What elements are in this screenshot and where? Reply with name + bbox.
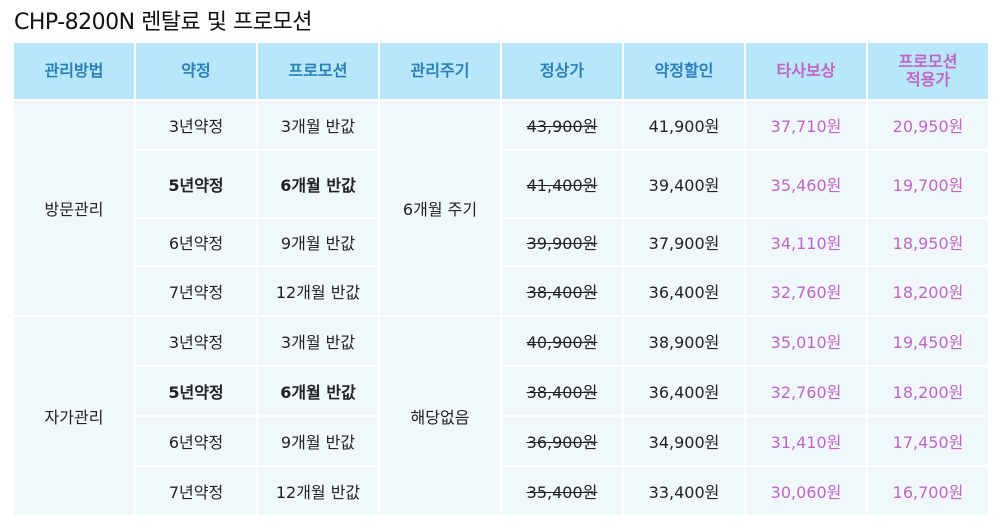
- table-row: 7년약정 12개월 반값 38,400원 36,400원 32,760원 18,200원: [14, 267, 988, 315]
- cycle-cell: 6개월 주기: [380, 101, 500, 315]
- header-trade: 타사보상: [746, 43, 866, 99]
- table-row: 6년약정 9개월 반값 39,900원 37,900원 34,110원 18,950원: [14, 219, 988, 265]
- price-table: 관리방법 약정 프로모션 관리주기 정상가 약정할인 타사보상 프로모션 적용가 방문관리 3년약…: [12, 41, 990, 517]
- trade-in-price-cell: 31,410원: [746, 417, 866, 465]
- trade-in-price-cell: 37,710원: [746, 101, 866, 149]
- promo-cell: 9개월 반값: [258, 219, 378, 265]
- promo-cell: 12개월 반값: [258, 267, 378, 315]
- promo-price-cell: 18,200원: [868, 267, 988, 315]
- promo-price-cell: 19,450원: [868, 317, 988, 365]
- discount-price-cell: 37,900원: [624, 219, 744, 265]
- method-cell: 자가관리: [14, 317, 134, 515]
- promo-cell: 6개월 반값: [258, 367, 378, 415]
- promo-cell: 12개월 반값: [258, 467, 378, 515]
- regular-price-cell: 38,400원: [502, 267, 622, 315]
- trade-in-price-cell: 34,110원: [746, 219, 866, 265]
- regular-price-cell: 41,400원: [502, 151, 622, 217]
- discount-price-cell: 38,900원: [624, 317, 744, 365]
- header-regular: 정상가: [502, 43, 622, 99]
- table-row: 6년약정 9개월 반값 36,900원 34,900원 31,410원 17,450원: [14, 417, 988, 465]
- promo-price-cell: 17,450원: [868, 417, 988, 465]
- header-method: 관리방법: [14, 43, 134, 99]
- regular-price-cell: 39,900원: [502, 219, 622, 265]
- promo-price-cell: 18,950원: [868, 219, 988, 265]
- discount-price-cell: 36,400원: [624, 267, 744, 315]
- promo-price-cell: 20,950원: [868, 101, 988, 149]
- regular-price-cell: 35,400원: [502, 467, 622, 515]
- cycle-cell: 해당없음: [380, 317, 500, 515]
- discount-price-cell: 41,900원: [624, 101, 744, 149]
- promo-cell: 9개월 반값: [258, 417, 378, 465]
- term-cell: 6년약정: [136, 417, 256, 465]
- page-title: CHP-8200N 렌탈료 및 프로모션: [14, 10, 312, 35]
- promo-price-cell: 19,700원: [868, 151, 988, 217]
- trade-in-price-cell: 35,460원: [746, 151, 866, 217]
- table-row: 5년약정 6개월 반값 41,400원 39,400원 35,460원 19,700원: [14, 151, 988, 217]
- term-cell: 5년약정: [136, 367, 256, 415]
- table-row: 5년약정 6개월 반값 38,400원 36,400원 32,760원 18,200원: [14, 367, 988, 415]
- promo-price-cell: 18,200원: [868, 367, 988, 415]
- term-cell: 7년약정: [136, 267, 256, 315]
- regular-price-cell: 36,900원: [502, 417, 622, 465]
- trade-in-price-cell: 32,760원: [746, 367, 866, 415]
- table-row: 방문관리 3년약정 3개월 반값 6개월 주기 43,900원 41,900원 37,710…: [14, 101, 988, 315]
- trade-in-price-cell: 32,760원: [746, 267, 866, 315]
- header-final: 프로모션 적용가: [868, 43, 988, 99]
- header-term: 약정: [136, 43, 256, 99]
- regular-price-cell: 40,900원: [502, 317, 622, 365]
- table-row: 7년약정 12개월 반값 35,400원 33,400원 30,060원 16,700원: [14, 467, 988, 515]
- term-cell: 6년약정: [136, 219, 256, 265]
- table-row: 자가관리 3년약정 3개월 반값 해당없음 40,900원 38,900원 35,010원 1…: [14, 317, 988, 515]
- promo-price-cell: 16,700원: [868, 467, 988, 515]
- term-cell: 5년약정: [136, 151, 256, 217]
- trade-in-price-cell: 30,060원: [746, 467, 866, 515]
- discount-price-cell: 34,900원: [624, 417, 744, 465]
- regular-price-cell: 38,400원: [502, 367, 622, 415]
- term-cell: 3년약정: [136, 101, 256, 149]
- promo-cell: 6개월 반값: [258, 151, 378, 217]
- discount-price-cell: 36,400원: [624, 367, 744, 415]
- header-promo: 프로모션: [258, 43, 378, 99]
- term-cell: 3년약정: [136, 317, 256, 365]
- method-cell: 방문관리: [14, 101, 134, 315]
- trade-in-price-cell: 35,010원: [746, 317, 866, 365]
- discount-price-cell: 39,400원: [624, 151, 744, 217]
- promo-cell: 3개월 반값: [258, 317, 378, 365]
- discount-price-cell: 33,400원: [624, 467, 744, 515]
- term-cell: 7년약정: [136, 467, 256, 515]
- promo-cell: 3개월 반값: [258, 101, 378, 149]
- header-cycle: 관리주기: [380, 43, 500, 99]
- regular-price-cell: 43,900원: [502, 101, 622, 149]
- header-discount: 약정할인: [624, 43, 744, 99]
